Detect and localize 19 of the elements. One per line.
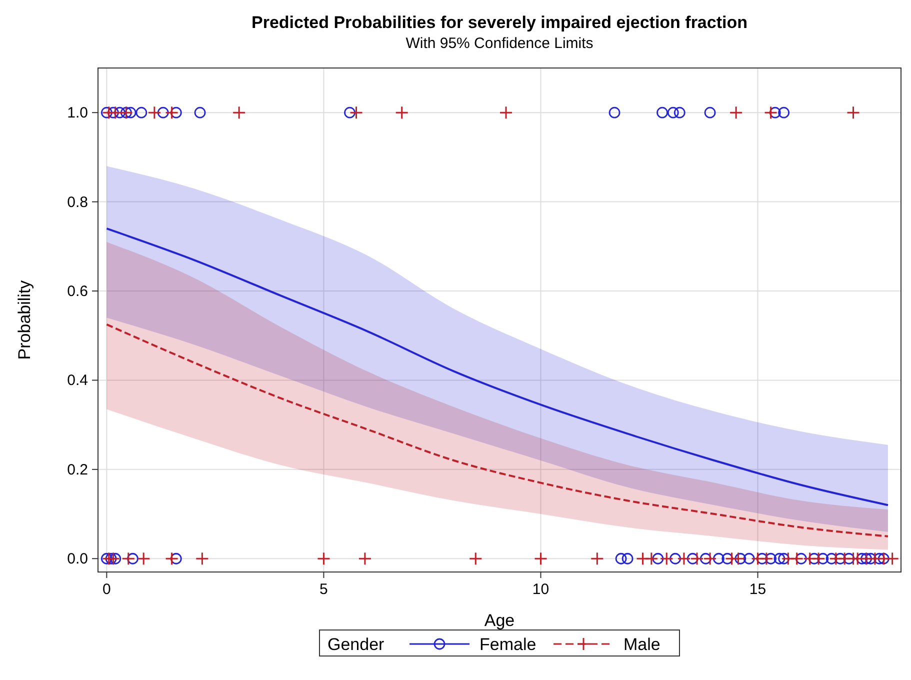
x-axis-title: Age [484, 611, 515, 630]
legend-title: Gender [328, 635, 385, 654]
line-series [106, 228, 889, 506]
y-tick-label: 0.4 [67, 372, 88, 390]
y-tick-label: 1.0 [67, 104, 88, 122]
y-tick-label: 0.0 [67, 550, 88, 568]
x-tick-label: 10 [532, 581, 550, 598]
chart-subtitle: With 95% Confidence Limits [406, 35, 594, 52]
x-tick-label: 15 [749, 581, 766, 598]
chart-title: Predicted Probabilities for severely impaired ejection fraction [252, 13, 748, 32]
y-tick-label: 0.2 [67, 461, 88, 478]
x-tick-label: 0 [102, 581, 111, 598]
x-tick-label: 5 [320, 581, 328, 598]
legend-label: Male [624, 635, 660, 654]
y-tick-label: 0.8 [67, 194, 88, 211]
legend-label: Female [480, 635, 536, 654]
y-tick-label: 0.6 [67, 283, 88, 300]
line-series [106, 323, 889, 538]
y-axis-title: Probability [15, 280, 34, 360]
